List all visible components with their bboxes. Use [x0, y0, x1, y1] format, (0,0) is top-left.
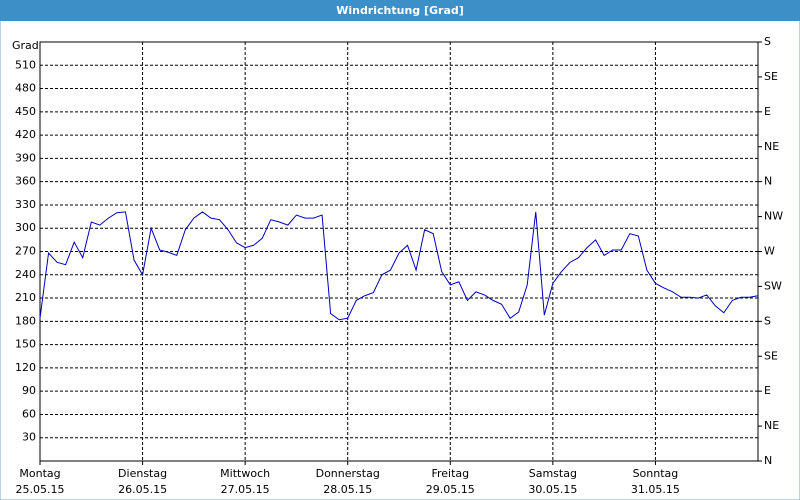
x-tick-label: Sonntag — [633, 467, 679, 480]
x-tick-label: Dienstag — [118, 467, 167, 480]
y-axis-label: Grad — [12, 39, 39, 52]
y2-tick-label: E — [764, 384, 771, 397]
y2-tick-label: SE — [764, 70, 778, 83]
y-tick-label: 30 — [22, 431, 36, 444]
y2-tick-label: E — [764, 105, 771, 118]
y-tick-label: 150 — [15, 338, 36, 351]
x-tick-label: Samstag — [529, 467, 577, 480]
y2-tick-label: NW — [764, 210, 783, 223]
x-tick-label: Montag — [19, 467, 60, 480]
y-tick-label: 360 — [15, 175, 36, 188]
y-tick-label: 330 — [15, 198, 36, 211]
y-tick-label: 180 — [15, 314, 36, 327]
y2-tick-label: N — [764, 454, 772, 467]
x-tick-date: 25.05.15 — [16, 483, 65, 496]
x-tick-date: 31.05.15 — [631, 483, 680, 496]
y-tick-label: 480 — [15, 82, 36, 95]
y-tick-label: 270 — [15, 245, 36, 258]
y-tick-label: 420 — [15, 128, 36, 141]
y-tick-label: 210 — [15, 291, 36, 304]
x-tick-date: 29.05.15 — [426, 483, 475, 496]
y2-tick-label: S — [764, 35, 771, 48]
y-tick-label: 120 — [15, 361, 36, 374]
x-tick-date: 30.05.15 — [528, 483, 577, 496]
y2-tick-label: W — [764, 245, 775, 258]
x-tick-label: Donnerstag — [316, 467, 380, 480]
y-tick-label: 300 — [15, 221, 36, 234]
title-bar — [0, 0, 800, 21]
x-tick-label: Mittwoch — [220, 467, 270, 480]
chart-title: Windrichtung [Grad] — [336, 4, 464, 17]
plot-frame — [39, 41, 759, 462]
y-tick-label: 510 — [15, 58, 36, 71]
x-tick-date: 28.05.15 — [323, 483, 372, 496]
y2-tick-label: S — [764, 314, 771, 327]
y2-tick-label: NE — [764, 140, 779, 153]
y2-tick-label: SE — [764, 349, 778, 362]
x-tick-date: 27.05.15 — [221, 483, 270, 496]
y-tick-label: 240 — [15, 268, 36, 281]
y2-tick-label: NE — [764, 419, 779, 432]
data-line — [39, 211, 759, 321]
x-tick-label: Freitag — [431, 467, 469, 480]
x-tick-date: 26.05.15 — [118, 483, 167, 496]
y2-tick-label: N — [764, 175, 772, 188]
y-tick-label: 390 — [15, 151, 36, 164]
y-tick-label: 450 — [15, 105, 36, 118]
y-tick-label: 90 — [22, 384, 36, 397]
y2-tick-label: SW — [764, 279, 782, 292]
y-tick-label: 60 — [22, 407, 36, 420]
